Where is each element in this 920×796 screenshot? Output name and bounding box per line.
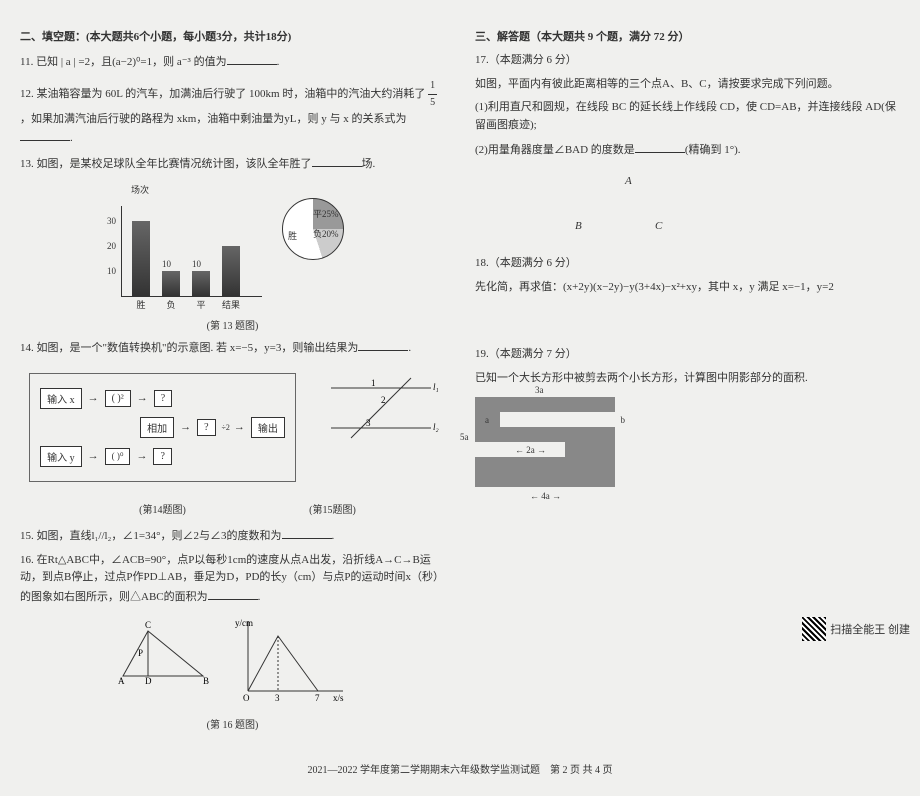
fig16: A B C D P y/cm O 3 7 x/s <box>20 616 445 706</box>
q13-unit: 场. <box>362 158 376 170</box>
svg-text:y/cm: y/cm <box>235 618 253 628</box>
svg-text:1: 1 <box>371 378 376 388</box>
flow-input-x: 输入 x <box>40 388 82 409</box>
svg-text:P: P <box>138 648 143 658</box>
q13-text: 13. 如图，是某校足球队全年比赛情况统计图，该队全年胜了 <box>20 158 312 170</box>
q12-text-a: 12. 某油箱容量为 60L 的汽车，加满油后行驶了 100km 时，油箱中的汽… <box>20 88 425 100</box>
bar-val: 10 <box>192 259 201 269</box>
svg-text:C: C <box>145 620 151 630</box>
flow-q3: ? <box>153 448 171 465</box>
q12-blank <box>20 128 70 141</box>
q18: 18.（本题满分 6 分） <box>475 255 900 273</box>
bar-label: 结果 <box>222 298 240 311</box>
bar-result: 结果 <box>222 246 240 296</box>
point-c: C <box>655 220 662 232</box>
bar-label: 负 <box>162 298 180 311</box>
q17c-blank <box>635 140 685 153</box>
q18a: 先化简，再求值：(x+2y)(x−2y)−y(3+4x)−x²+xy，其中 x，… <box>475 279 900 297</box>
lines-diagram: 1 2 3 l₁ l₂ <box>321 368 441 487</box>
bar-chart: 10 20 30 胜 10负 10平 结果 <box>121 206 262 297</box>
lines-svg: 1 2 3 l₁ l₂ <box>321 368 441 448</box>
q13-blank <box>312 154 362 167</box>
svg-text:3: 3 <box>275 693 280 703</box>
svg-text:D: D <box>145 676 152 686</box>
q17c-text2: (精确到 1°). <box>685 144 741 156</box>
pie-label: 负20% <box>313 227 339 240</box>
q16: 16. 在Rt△ABC中，∠ACB=90°，点P以每秒1cm的速度从点A出发，沿… <box>20 552 445 607</box>
q12: 12. 某油箱容量为 60L 的汽车，加满油后行驶了 100km 时，油箱中的汽… <box>20 78 445 148</box>
ytick: 20 <box>107 241 116 251</box>
caption-16: (第 16 题图) <box>20 716 445 731</box>
q19: 19.（本题满分 7 分） <box>475 346 900 364</box>
q11-blank <box>227 52 277 65</box>
q17a: 如图，平面内有彼此距离相等的三个点A、B、C，请按要求完成下列问题。 <box>475 76 900 94</box>
bar-label: 胜 <box>132 298 150 311</box>
flow-diagram: 输入 x→( )²→? 相加→?÷2→输出 输入 y→( )⁰→? <box>29 373 296 482</box>
bar-draw: 10平 <box>192 271 210 296</box>
pie-wrapper: 平25% 负20% 胜 <box>282 198 344 307</box>
q17c-text: (2)用量角器度量∠BAD 的度数是 <box>475 144 635 156</box>
flow-div: ÷2 <box>222 423 230 432</box>
flow-out: 输出 <box>251 417 285 438</box>
bar-label: 平 <box>192 298 210 311</box>
flow-y-op: ( )⁰ <box>105 448 131 465</box>
bar-chart-wrapper: 场次 10 20 30 胜 10负 10平 结果 <box>121 183 262 307</box>
svg-text:l₁: l₁ <box>433 382 439 392</box>
q15-blank <box>282 526 332 539</box>
shape-figure: 3a a 5a ← 2a → ← 4a → b <box>475 397 615 487</box>
ytick: 10 <box>107 266 116 276</box>
qr-icon <box>802 617 826 641</box>
page-footer: 2021—2022 学年度第二学期期末六年级数学监测试题 第 2 页 共 4 页 <box>20 761 900 776</box>
svg-text:7: 7 <box>315 693 320 703</box>
flow-add: 相加 <box>140 417 174 438</box>
fraction: 15 <box>428 78 437 111</box>
watermark: 扫描全能王 创建 <box>802 617 910 641</box>
flow-sq: ( )² <box>105 390 131 407</box>
watermark-text: 扫描全能王 创建 <box>830 621 910 637</box>
svg-text:O: O <box>243 693 250 703</box>
section-2-title: 二、填空题：(本大题共6个小题，每小题3分，共计18分) <box>20 28 445 44</box>
point-b: B <box>575 220 582 232</box>
q17b: (1)利用直尺和圆规，在线段 BC 的延长线上作线段 CD，使 CD=AB，并连… <box>475 99 900 134</box>
svg-text:B: B <box>203 676 209 686</box>
flow-input-y: 输入 y <box>40 446 82 467</box>
bar-val: 10 <box>162 259 171 269</box>
svg-text:2: 2 <box>381 395 386 405</box>
caption-13: (第 13 题图) <box>20 317 445 332</box>
pie-label: 平25% <box>313 207 339 220</box>
pie-label: 胜 <box>288 229 297 242</box>
q15: 15. 如图，直线l₁//l₂，∠1=34°，则∠2与∠3的度数和为. <box>20 526 445 546</box>
svg-text:x/s: x/s <box>333 693 344 703</box>
ytick: 30 <box>107 216 116 226</box>
pie-chart: 平25% 负20% 胜 <box>282 198 344 260</box>
q12-text-b: ，如果加满汽油后行驶的路程为 xkm，油箱中剩油量为yL，则 y 与 x 的关系… <box>20 113 407 125</box>
bar-lose: 10负 <box>162 271 180 296</box>
bar-win: 胜 <box>132 221 150 296</box>
flow-q2: ? <box>197 419 215 436</box>
svg-text:3: 3 <box>366 418 371 428</box>
q11-text: 11. 已知 | a | =2，且(a−2)⁰=1，则 a⁻³ 的值为 <box>20 56 227 68</box>
point-a: A <box>625 175 632 187</box>
q14-blank <box>358 338 408 351</box>
section-3-title: 三、解答题（本大题共 9 个题，满分 72 分） <box>475 28 900 44</box>
q11: 11. 已知 | a | =2，且(a−2)⁰=1，则 a⁻³ 的值为. <box>20 52 445 72</box>
q14-text: 14. 如图，是一个"数值转换机"的示意图. 若 x=−5，y=3，则输出结果为 <box>20 342 358 354</box>
q17: 17.（本题满分 6 分） <box>475 52 900 70</box>
q13: 13. 如图，是某校足球队全年比赛情况统计图，该队全年胜了 场. <box>20 154 445 174</box>
points-diagram: A B C <box>475 175 900 235</box>
q14: 14. 如图，是一个"数值转换机"的示意图. 若 x=−5，y=3，则输出结果为… <box>20 338 445 358</box>
flow-q: ? <box>154 390 172 407</box>
caption-15: (第15题图) <box>273 501 393 516</box>
triangle-svg: A B C D P <box>113 616 213 686</box>
svg-text:A: A <box>118 676 125 686</box>
graph-svg: y/cm O 3 7 x/s <box>233 616 353 706</box>
q16-blank <box>208 587 258 600</box>
q15-text: 15. 如图，直线l₁//l₂，∠1=34°，则∠2与∠3的度数和为 <box>20 530 282 542</box>
q17c: (2)用量角器度量∠BAD 的度数是 (精确到 1°). <box>475 140 900 160</box>
chart-ylabel: 场次 <box>131 183 262 196</box>
caption-14: (第14题图) <box>73 501 253 516</box>
svg-text:l₂: l₂ <box>433 422 439 432</box>
